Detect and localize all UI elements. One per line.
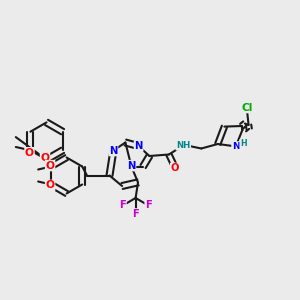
Text: N: N bbox=[127, 160, 136, 171]
Text: O: O bbox=[171, 163, 179, 173]
Text: F: F bbox=[132, 209, 139, 219]
Text: O: O bbox=[46, 180, 55, 190]
Text: H: H bbox=[240, 140, 247, 148]
Text: N: N bbox=[232, 142, 240, 151]
Text: N: N bbox=[134, 141, 143, 151]
Text: F: F bbox=[119, 200, 126, 211]
Text: O: O bbox=[40, 153, 50, 163]
Text: O: O bbox=[46, 160, 55, 171]
Text: N: N bbox=[109, 146, 118, 156]
Text: F: F bbox=[145, 200, 152, 211]
Text: Cl: Cl bbox=[242, 103, 253, 112]
Text: O: O bbox=[25, 148, 34, 158]
Text: NH: NH bbox=[176, 141, 190, 150]
